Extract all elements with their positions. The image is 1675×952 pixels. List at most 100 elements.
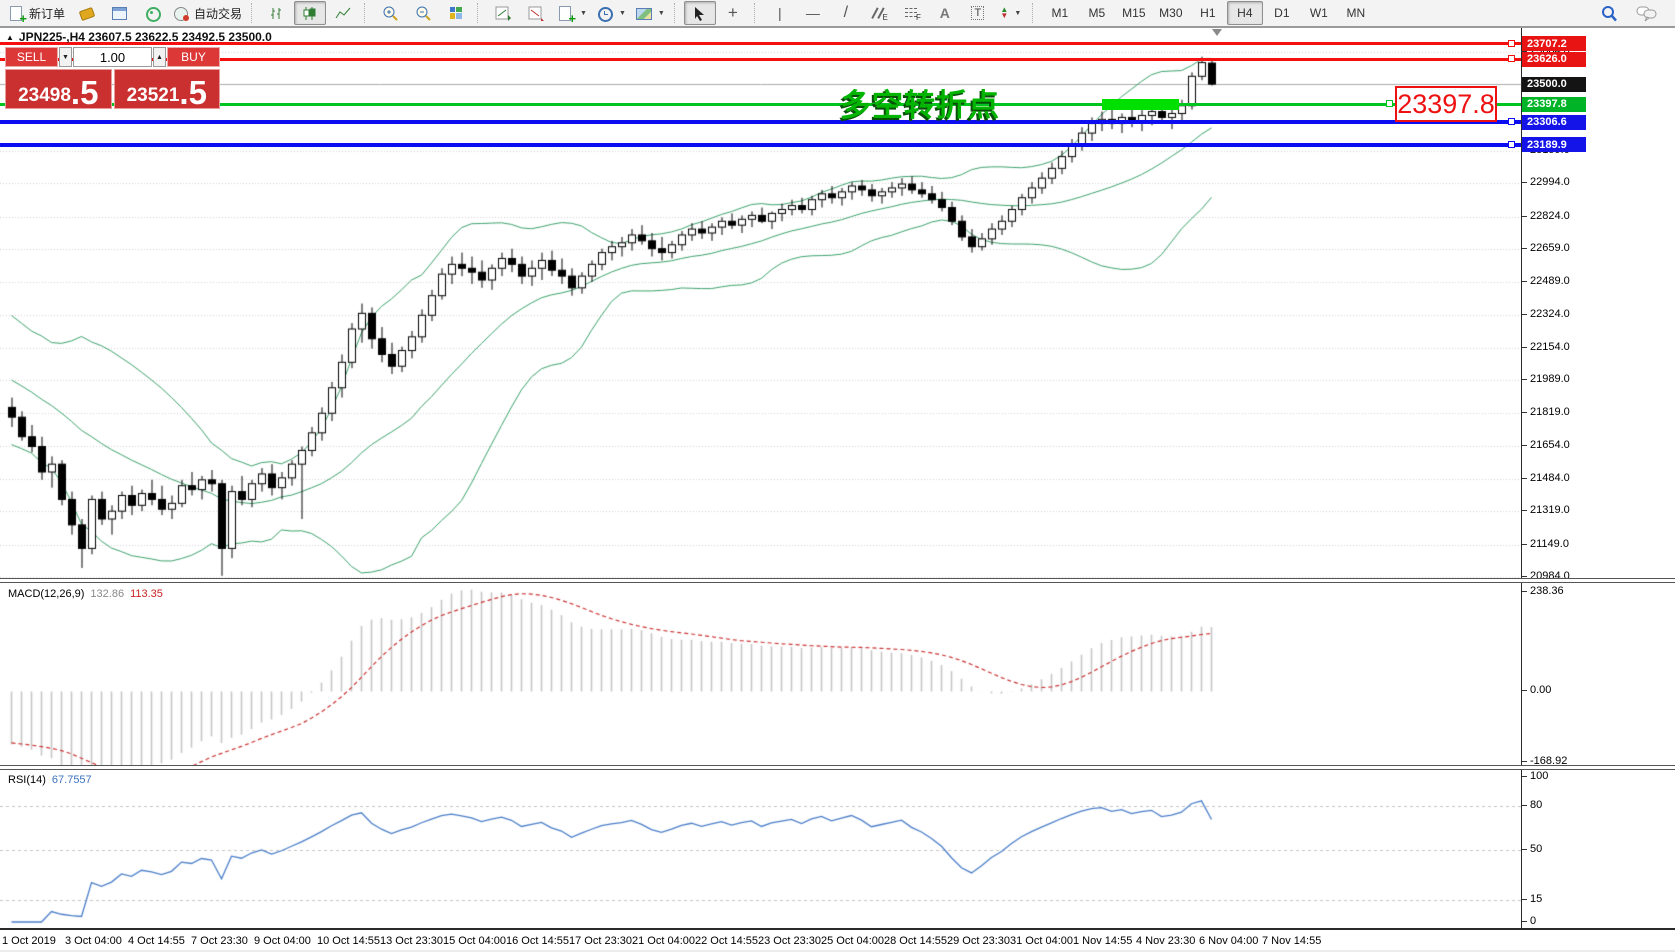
timeframe-M1[interactable]: M1 (1051, 6, 1069, 20)
price-axis-label: 23306.6 (1522, 114, 1586, 130)
new-order-icon: + (8, 5, 27, 25)
line-handle (1386, 100, 1393, 108)
line-chart-button[interactable] (327, 1, 359, 25)
new-order-button[interactable]: + 新订单 (4, 1, 69, 25)
new-order-label: 新订单 (29, 6, 66, 21)
fibonacci-button[interactable]: F (896, 1, 928, 25)
clock-icon (596, 5, 613, 22)
rsi-name: RSI(14) (8, 774, 46, 786)
date-label: 1 Oct 2019 (2, 935, 56, 947)
price-flag-box[interactable]: 23397.8 (1395, 86, 1497, 122)
cursor-button[interactable] (683, 1, 716, 25)
macd-panel-canvas[interactable] (0, 585, 1521, 765)
horizontal-line-object[interactable] (0, 118, 1521, 125)
horizontal-line-object[interactable] (0, 55, 1521, 63)
zoom-in-icon (383, 6, 398, 21)
horizontal-line-object[interactable] (0, 100, 1521, 108)
ohlc-text: JPN225-,H4 23607.5 23622.5 23492.5 23500… (18, 30, 272, 44)
date-label: 6 Nov 04:00 (1199, 935, 1259, 947)
timeframe-M5[interactable]: M5 (1088, 6, 1106, 20)
timeframe-M30[interactable]: M30 (1159, 6, 1183, 20)
styler-button[interactable] (70, 1, 102, 25)
horizontal-line-object[interactable] (0, 140, 1521, 148)
chat-button[interactable] (1631, 1, 1663, 25)
candlestick-chart-button[interactable] (294, 1, 327, 25)
panel-separator[interactable] (0, 765, 1675, 770)
date-label: 16 Oct 14:55 (506, 935, 569, 947)
tile-windows-icon (448, 5, 465, 22)
sell-price-display[interactable]: 23498.5 (5, 69, 112, 109)
text-label-button[interactable]: T (962, 1, 994, 25)
trendline-button[interactable]: / (830, 1, 862, 25)
timeframe-D1[interactable]: D1 (1274, 6, 1290, 20)
price-axis-label: 23397.8 (1522, 96, 1586, 112)
toolbar-separator (251, 3, 256, 23)
price-axis[interactable]: 23664.023159.022994.022824.022659.022489… (1521, 28, 1675, 930)
timeframe-M15[interactable]: M15 (1122, 6, 1146, 20)
horizontal-line-object[interactable] (0, 39, 1521, 47)
timeframe-H1[interactable]: H1 (1200, 6, 1216, 20)
price-axis-label: 23500.0 (1522, 76, 1586, 92)
triangle-up-icon: ▲ (6, 32, 14, 42)
chevron-down-icon: ▼ (580, 9, 587, 17)
arrows-button[interactable]: ▲ ▼ ▼ (995, 1, 1027, 25)
template-button[interactable]: ▼ (631, 1, 669, 25)
price-axis-label: 23707.2 (1522, 36, 1586, 52)
volume-down-button[interactable]: ▼ (59, 47, 72, 67)
crosshair-button[interactable]: + (717, 1, 749, 25)
data-window-button[interactable] (487, 1, 519, 25)
toolbar: + 新订单 自动交易 (0, 0, 1675, 28)
arrows-icon: ▲ ▼ (1000, 5, 1009, 20)
horizontal-line-icon: — (805, 5, 820, 21)
bar-chart-button[interactable] (261, 1, 293, 25)
period-button[interactable]: ▼ (592, 1, 630, 25)
price-tick: 21989.0 (1522, 373, 1570, 386)
sell-price-fraction: .5 (70, 74, 99, 111)
date-label: 4 Nov 23:30 (1136, 935, 1196, 947)
new-chart-button[interactable] (103, 1, 135, 25)
toolbar-separator (477, 3, 482, 23)
buy-price-fraction: .5 (179, 74, 207, 111)
macd-signal-value: 113.35 (130, 588, 163, 600)
auto-trading-icon (173, 5, 190, 22)
macd-main-value: 132.86 (90, 588, 125, 600)
sell-button[interactable]: SELL (5, 47, 58, 67)
date-label: 31 Oct 04:00 (1010, 935, 1073, 947)
add-indicator-icon: + (557, 5, 576, 25)
channel-button[interactable]: E (863, 1, 895, 25)
vertical-line-button[interactable]: | (764, 1, 796, 25)
rsi-tick: 0 (1521, 915, 1537, 927)
text-button[interactable]: A (929, 1, 961, 25)
volume-input[interactable] (73, 47, 152, 67)
buy-button[interactable]: BUY (167, 47, 220, 67)
rsi-tick: 80 (1521, 799, 1543, 811)
timeframe-MN[interactable]: MN (1346, 6, 1366, 20)
turning-point-annotation[interactable]: 多空转折点 (840, 88, 1000, 123)
toolbar-separator (753, 3, 759, 23)
green-highlight-segment[interactable] (1102, 98, 1179, 110)
volume-up-button[interactable]: ▲ (153, 47, 166, 67)
date-label: 17 Oct 23:30 (569, 935, 632, 947)
main-chart-canvas[interactable] (0, 28, 1521, 578)
timeframe-H4[interactable]: H4 (1226, 1, 1263, 25)
date-axis[interactable]: 1 Oct 2019 3 Oct 04:00 4 Oct 14:55 7 Oct 23… (0, 928, 1675, 950)
panel-separator[interactable] (0, 578, 1675, 583)
zoom-in-button[interactable] (374, 1, 406, 25)
candlestick-chart-icon (303, 6, 316, 20)
auto-trading-button[interactable]: 自动交易 (169, 1, 246, 25)
rsi-panel-canvas[interactable] (0, 771, 1521, 928)
navigator-window-button[interactable] (520, 1, 552, 25)
date-label: 10 Oct 14:55 (317, 935, 380, 947)
search-button[interactable] (1593, 1, 1625, 25)
signals-button[interactable] (136, 1, 168, 25)
timeframe-W1[interactable]: W1 (1309, 6, 1328, 20)
chart-shift-marker[interactable] (1212, 29, 1222, 36)
zoom-out-button[interactable] (407, 1, 439, 25)
add-indicator-button[interactable]: + ▼ (553, 1, 591, 25)
tile-windows-button[interactable] (440, 1, 472, 25)
chat-icon (1636, 6, 1657, 21)
price-tick: 22489.0 (1522, 275, 1570, 288)
horizontal-line-button[interactable]: — (797, 1, 829, 25)
buy-price-display[interactable]: 23521.5 (113, 69, 220, 111)
